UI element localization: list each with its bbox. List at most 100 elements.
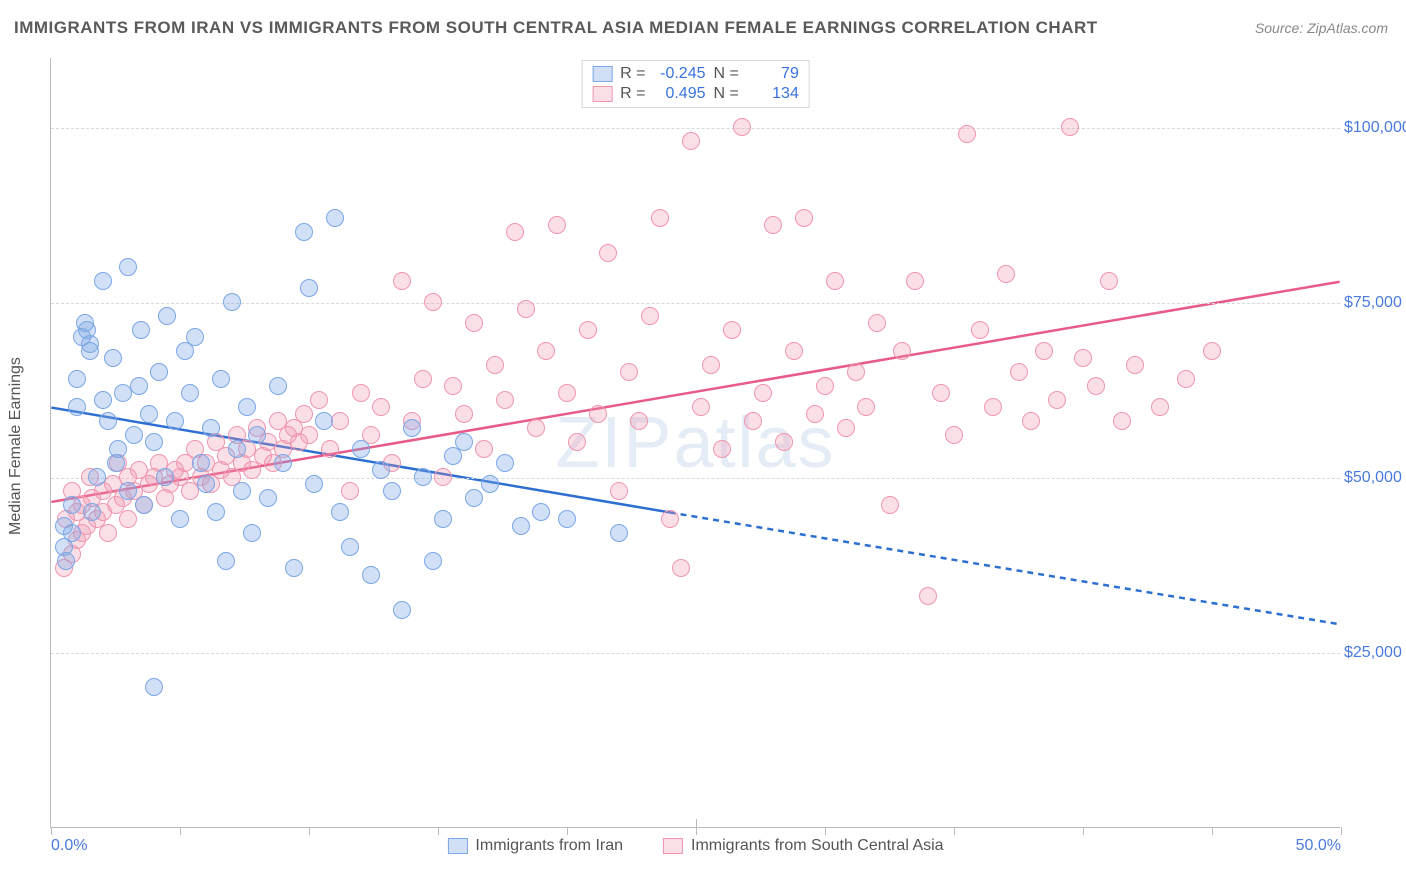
scatter-point-b [764, 216, 782, 234]
x-tick [51, 827, 52, 835]
scatter-point-a [202, 419, 220, 437]
scatter-point-b [537, 342, 555, 360]
legend-stats-row: R = 0.495 N = 134 [592, 85, 799, 103]
scatter-point-a [434, 510, 452, 528]
legend-series: Immigrants from Iran Immigrants from Sou… [447, 837, 943, 855]
scatter-point-a [285, 559, 303, 577]
y-tick-label: $100,000 [1344, 119, 1400, 137]
scatter-point-b [785, 342, 803, 360]
scatter-point-b [919, 587, 937, 605]
scatter-point-a [217, 552, 235, 570]
scatter-point-b [984, 398, 1002, 416]
scatter-point-a [465, 489, 483, 507]
scatter-point-b [1126, 356, 1144, 374]
scatter-point-b [119, 510, 137, 528]
correlation-chart: IMMIGRANTS FROM IRAN VS IMMIGRANTS FROM … [0, 0, 1406, 892]
scatter-point-a [181, 384, 199, 402]
y-tick-label: $25,000 [1344, 644, 1400, 662]
x-tick [825, 827, 826, 835]
scatter-point-b [881, 496, 899, 514]
scatter-point-a [119, 258, 137, 276]
grid-line [51, 653, 1340, 654]
x-tick [567, 827, 568, 835]
scatter-point-a [512, 517, 530, 535]
scatter-point-a [352, 440, 370, 458]
scatter-point-a [228, 440, 246, 458]
scatter-point-b [352, 384, 370, 402]
scatter-point-a [130, 377, 148, 395]
scatter-point-a [424, 552, 442, 570]
scatter-point-a [305, 475, 323, 493]
scatter-point-b [857, 398, 875, 416]
x-tick [1083, 827, 1084, 835]
scatter-point-b [826, 272, 844, 290]
scatter-point-a [481, 475, 499, 493]
scatter-point-a [383, 482, 401, 500]
scatter-point-b [723, 321, 741, 339]
scatter-point-b [579, 321, 597, 339]
legend-item-b: Immigrants from South Central Asia [663, 837, 944, 855]
scatter-point-b [672, 559, 690, 577]
scatter-point-a [295, 223, 313, 241]
scatter-point-b [589, 405, 607, 423]
scatter-point-a [68, 370, 86, 388]
scatter-point-a [145, 678, 163, 696]
x-center-line [696, 819, 697, 835]
scatter-point-b [455, 405, 473, 423]
scatter-point-b [1203, 342, 1221, 360]
scatter-point-b [599, 244, 617, 262]
scatter-point-b [1177, 370, 1195, 388]
scatter-point-a [109, 440, 127, 458]
scatter-point-b [806, 405, 824, 423]
scatter-point-a [150, 363, 168, 381]
x-tick [1341, 827, 1342, 835]
scatter-point-b [568, 433, 586, 451]
scatter-point-a [372, 461, 390, 479]
scatter-point-b [99, 524, 117, 542]
scatter-point-a [57, 552, 75, 570]
grid-line [51, 478, 1340, 479]
scatter-point-b [1022, 412, 1040, 430]
scatter-point-b [424, 293, 442, 311]
scatter-point-a [259, 489, 277, 507]
scatter-point-b [795, 209, 813, 227]
scatter-point-b [733, 118, 751, 136]
scatter-point-a [455, 433, 473, 451]
y-tick-label: $75,000 [1344, 294, 1400, 312]
scatter-point-a [274, 454, 292, 472]
scatter-point-b [641, 307, 659, 325]
scatter-point-a [207, 503, 225, 521]
scatter-point-a [243, 524, 261, 542]
scatter-point-a [83, 503, 101, 521]
scatter-point-a [393, 601, 411, 619]
scatter-point-b [775, 433, 793, 451]
scatter-point-b [321, 440, 339, 458]
scatter-point-a [238, 398, 256, 416]
scatter-point-a [269, 377, 287, 395]
scatter-point-b [702, 356, 720, 374]
scatter-point-a [119, 482, 137, 500]
scatter-point-b [414, 370, 432, 388]
scatter-point-b [893, 342, 911, 360]
scatter-point-b [945, 426, 963, 444]
x-tick-label: 0.0% [51, 837, 87, 855]
source-attribution: Source: ZipAtlas.com [1255, 20, 1388, 36]
legend-swatch-b [592, 86, 612, 102]
grid-line [51, 303, 1340, 304]
scatter-point-a [63, 496, 81, 514]
scatter-point-b [393, 272, 411, 290]
plot-area: ZIPatlas R = -0.245 N = 79 R = 0.495 N =… [50, 58, 1340, 828]
scatter-point-b [837, 419, 855, 437]
legend-swatch-b [663, 838, 683, 854]
scatter-point-b [341, 482, 359, 500]
scatter-point-b [465, 314, 483, 332]
scatter-point-b [906, 272, 924, 290]
scatter-point-a [558, 510, 576, 528]
scatter-point-a [104, 349, 122, 367]
scatter-point-b [1113, 412, 1131, 430]
scatter-point-a [610, 524, 628, 542]
x-tick [180, 827, 181, 835]
scatter-point-a [166, 412, 184, 430]
scatter-point-b [444, 377, 462, 395]
scatter-point-a [68, 398, 86, 416]
